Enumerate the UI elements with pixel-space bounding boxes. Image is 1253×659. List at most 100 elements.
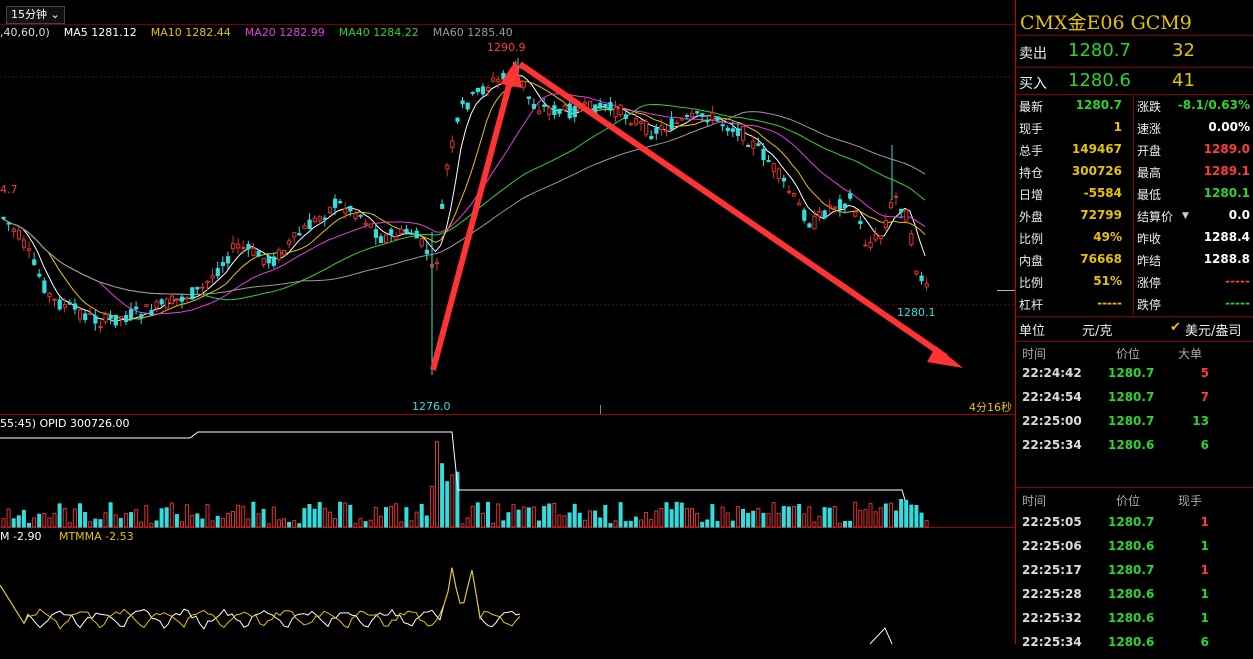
candlestick	[190, 287, 195, 300]
mtmma-value: MTMMA -2.53	[58, 530, 134, 543]
row-price: 1280.7	[1108, 515, 1155, 529]
volume-bar	[1, 518, 6, 528]
candlestick	[353, 210, 358, 222]
quote-key: 外盘	[1019, 210, 1044, 224]
row-volume: 1	[1200, 515, 1209, 529]
volume-bar	[139, 521, 144, 528]
bid-row[interactable]: 买入 1280.6 41	[1016, 70, 1253, 96]
candlestick	[37, 268, 42, 279]
candlestick	[276, 247, 282, 263]
ma20-label: MA20 1282.99	[244, 26, 325, 39]
quote-value: 1280.7	[1075, 98, 1122, 112]
volume-bar	[455, 471, 460, 528]
candlestick	[220, 256, 226, 273]
row-price: 1280.6	[1108, 438, 1155, 452]
quote-key: 跌停	[1137, 298, 1162, 312]
volume-bar	[654, 510, 659, 528]
ma5-line	[1, 74, 926, 323]
tick-row[interactable]: 22:25:34 1280.6 6	[1016, 635, 1253, 659]
mtm-value: M -2.90	[0, 530, 42, 543]
tick-row[interactable]: 22:25:05 1280.7 1	[1016, 515, 1253, 539]
chart-canvas[interactable]	[0, 0, 1015, 644]
tick-row[interactable]: 22:25:06 1280.6 1	[1016, 539, 1253, 563]
volume-bar	[486, 501, 490, 528]
candlestick	[322, 215, 327, 227]
volume-bar	[873, 511, 878, 528]
big-order-row[interactable]: 22:25:34 1280.6 6	[1016, 438, 1253, 462]
candlestick	[445, 162, 450, 177]
volume-bar	[883, 503, 888, 528]
quote-key: 昨收	[1137, 232, 1162, 246]
volume-bar	[113, 514, 118, 528]
candlestick	[287, 237, 292, 249]
tick-row[interactable]: 22:25:17 1280.7 1	[1016, 563, 1253, 587]
candlestick	[843, 202, 848, 214]
ask-row[interactable]: 卖出 1280.7 32	[1016, 40, 1253, 66]
candlestick	[118, 315, 124, 327]
volume-bar	[6, 508, 11, 528]
candlestick	[633, 112, 639, 127]
volume-bar	[700, 521, 705, 528]
volume-bar	[333, 517, 337, 528]
tick-row[interactable]: 22:25:32 1280.6 1	[1016, 611, 1253, 635]
volume-bar	[516, 509, 521, 528]
tick-row[interactable]: 22:25:28 1280.6 1	[1016, 587, 1253, 611]
candlestick	[169, 292, 175, 305]
quote-key: 总手	[1019, 144, 1044, 158]
row-time: 22:24:42	[1022, 366, 1082, 380]
volume-bar	[496, 503, 501, 528]
row-volume: 1	[1200, 539, 1209, 553]
candlestick	[827, 199, 832, 214]
big-order-row[interactable]: 22:24:42 1280.7 5	[1016, 366, 1253, 390]
volume-bar	[445, 481, 450, 528]
big-order-row[interactable]: 22:24:54 1280.7 7	[1016, 390, 1253, 414]
big-order-row[interactable]: 22:25:00 1280.7 13	[1016, 414, 1253, 438]
contract-title: CMX金E06 GCM9	[1020, 12, 1192, 34]
volume-bar	[924, 520, 929, 528]
volume-bar	[83, 512, 88, 528]
candlestick	[746, 143, 751, 148]
row-time: 22:25:28	[1022, 587, 1082, 601]
quote-key[interactable]: 结算价	[1137, 210, 1174, 224]
quote-value: 0.00%	[1208, 120, 1250, 134]
volume-bar	[644, 511, 649, 528]
quote-value: 0.0	[1228, 208, 1250, 222]
candlestick	[894, 192, 899, 205]
candlestick	[725, 125, 730, 136]
volume-bar	[88, 521, 93, 528]
unit-cny-option[interactable]: 元/克	[1082, 324, 1113, 339]
candlestick	[562, 101, 567, 112]
caret-down-icon[interactable]: ▼	[1182, 211, 1189, 221]
volume-bar	[154, 520, 159, 528]
quote-key: 最新	[1019, 100, 1044, 114]
candlestick	[358, 214, 363, 219]
candlestick	[139, 312, 144, 325]
ma10-line	[1, 80, 926, 321]
quote-value: -----	[1225, 274, 1250, 288]
row-price: 1280.7	[1108, 563, 1155, 577]
quote-row: 杠杆 ----- 跌停 -----	[1016, 296, 1253, 318]
volume-bar	[899, 499, 904, 528]
candlestick	[72, 298, 78, 315]
chart-area[interactable]: 15分钟 ⌄ ,40,60,0) MA5 1281.12 MA10 1282.44 M…	[0, 0, 1015, 644]
candlestick	[537, 103, 542, 116]
row-volume: 13	[1192, 414, 1209, 428]
candlestick	[261, 257, 266, 268]
candlestick	[21, 235, 27, 252]
candlestick	[710, 105, 715, 124]
volume-bar	[797, 503, 802, 528]
period-selector[interactable]: 15分钟 ⌄	[6, 6, 65, 24]
row-price: 1280.6	[1108, 539, 1155, 553]
quote-value: 1289.1	[1203, 164, 1250, 178]
volume-bar	[93, 518, 98, 528]
col-price: 价位	[1116, 494, 1141, 508]
candlestick	[312, 215, 317, 224]
volume-bar	[460, 523, 465, 528]
volume-bar	[679, 502, 684, 528]
volume-bar	[205, 504, 210, 528]
candlestick	[414, 227, 419, 239]
candlestick	[679, 116, 684, 122]
volume-bar	[312, 508, 317, 528]
unit-usd-option[interactable]: 美元/盎司	[1185, 324, 1242, 339]
volume-bar	[261, 509, 266, 528]
